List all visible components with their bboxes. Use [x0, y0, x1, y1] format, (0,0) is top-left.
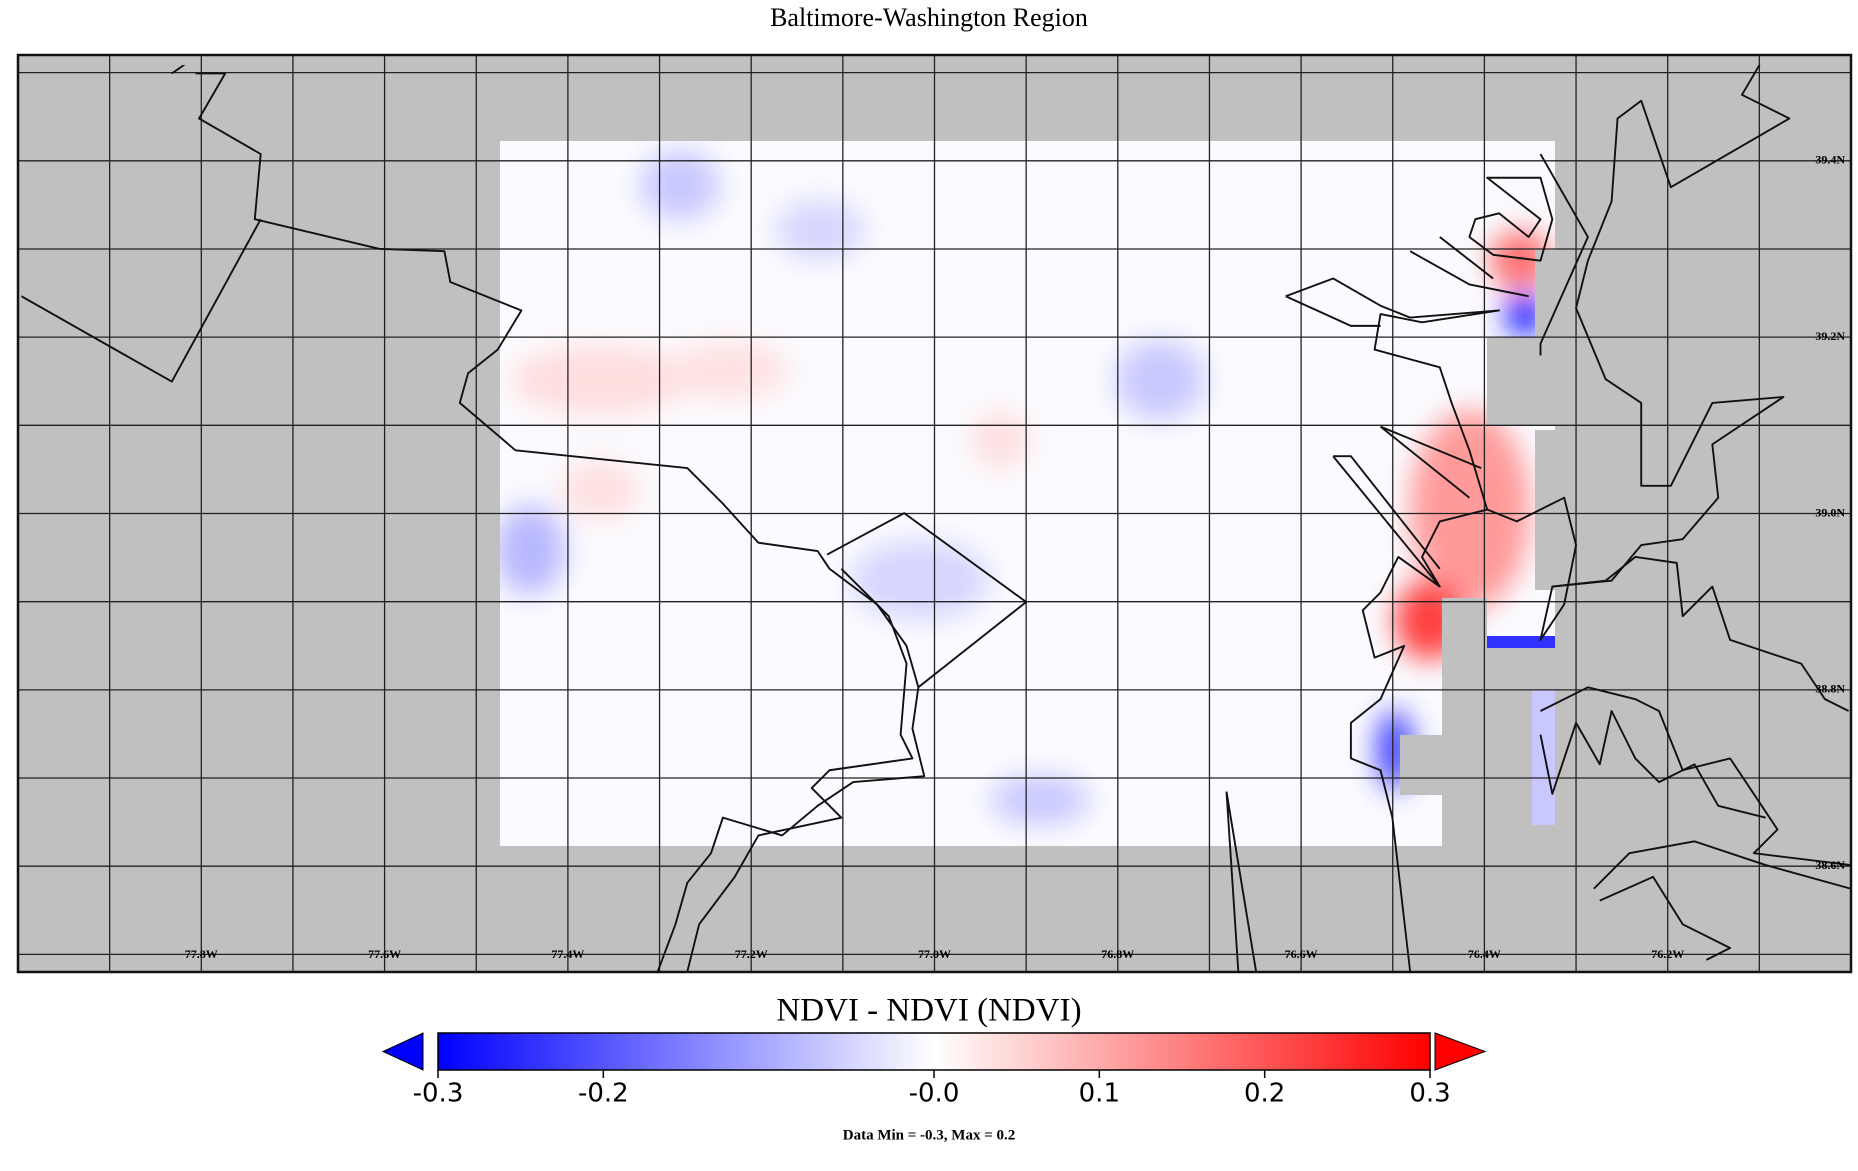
colorbar-title: NDVI - NDVI (NDVI)	[776, 993, 1081, 1029]
lat-tick-label: 38.6N	[1815, 858, 1845, 872]
lat-tick-label: 38.8N	[1815, 682, 1845, 696]
colorbar-tick-label: -0.2	[578, 1079, 629, 1109]
lat-tick-label: 39.2N	[1815, 329, 1845, 343]
map-title: Baltimore-Washington Region	[770, 3, 1088, 32]
colorbar-ramp	[437, 1032, 1431, 1071]
lon-tick-label: 76.4W	[1468, 947, 1501, 961]
coastlines	[21, 65, 1852, 973]
data-range-note: Data Min = -0.3, Max = 0.2	[843, 1127, 1016, 1143]
colorbar: -0.3 -0.2 -0.0 0.1 0.2 0.3	[381, 1032, 1487, 1109]
colorbar-tick-label: 0.2	[1244, 1079, 1285, 1109]
lon-tick-label: 77.2W	[735, 947, 768, 961]
lon-tick-label: 77.8W	[185, 947, 218, 961]
lat-tick-label: 39.0N	[1815, 505, 1845, 519]
lon-tick-label: 77.4W	[551, 947, 584, 961]
colorbar-tick-label: 0.3	[1409, 1079, 1450, 1109]
lon-tick-label: 76.8W	[1101, 947, 1134, 961]
under-arrow	[381, 1032, 424, 1071]
lat-tick-label: 39.4N	[1815, 153, 1845, 167]
over-arrow	[1434, 1032, 1487, 1071]
map-frame	[16, 53, 1853, 974]
colorbar-tick-label: -0.3	[413, 1079, 464, 1109]
lon-tick-label: 76.6W	[1285, 947, 1318, 961]
lon-tick-label: 76.2W	[1651, 947, 1684, 961]
grid	[18, 55, 1851, 972]
lon-tick-label: 77.6W	[368, 947, 401, 961]
colorbar-tick-label: 0.1	[1079, 1079, 1120, 1109]
lon-tick-label: 77.0W	[918, 947, 951, 961]
colorbar-tick-label: -0.0	[909, 1079, 960, 1109]
data-field	[500, 141, 1555, 846]
